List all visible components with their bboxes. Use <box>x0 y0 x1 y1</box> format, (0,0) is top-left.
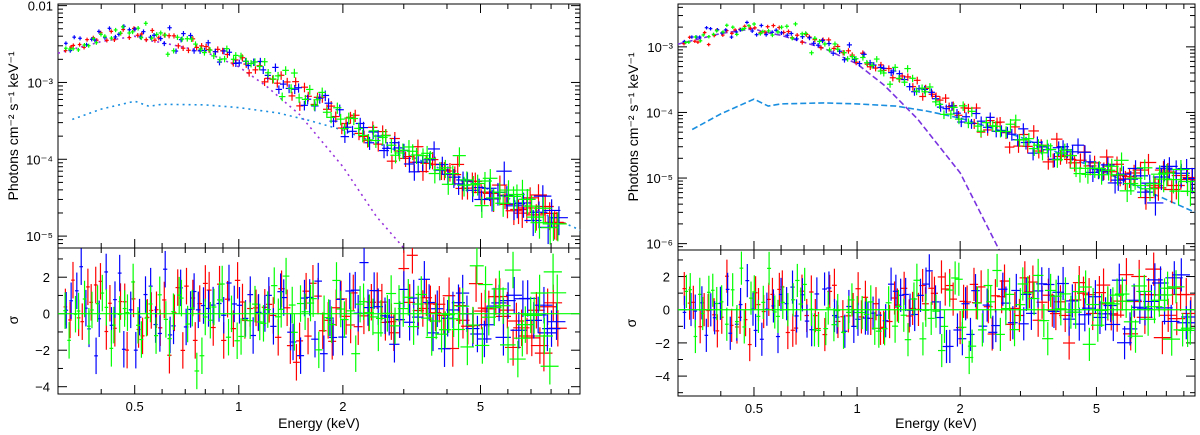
y-tick-label: 10⁻⁴ <box>26 152 53 167</box>
right-spectrum-axes: 10⁻³ 10⁻⁴ 10⁻⁵ 10⁻⁶ <box>646 4 1195 252</box>
left-xlabel: Energy (keV) <box>278 415 360 431</box>
x-tick-label: 5 <box>1093 401 1100 416</box>
right-spectrum-models <box>677 27 1196 251</box>
x-tick-label: 0.5 <box>745 401 763 416</box>
y-tick-label: 0.01 <box>28 0 53 14</box>
left-spectrum-ylabel: Photons cm⁻² s⁻¹ keV⁻¹ <box>5 51 21 200</box>
left-residual-panel: 0.5 1 2 5 2 0 −2 −4 σ Energy (keV) <box>5 247 581 431</box>
left-residual-ylabel: σ <box>5 315 21 324</box>
x-tick-label: 1 <box>853 401 860 416</box>
left-residual-frame <box>57 247 581 395</box>
y-tick-label: 10⁻⁶ <box>646 237 673 252</box>
right-spectrum-ylabel: Photons cm⁻² s⁻¹ keV⁻¹ <box>625 52 641 201</box>
right-spectrum-data <box>682 20 1195 216</box>
x-tick-label: 0.5 <box>126 399 144 414</box>
left-spectrum-frame <box>57 3 581 249</box>
left-spectrum-models <box>57 35 581 249</box>
y-tick-label: 10⁻⁵ <box>26 229 53 244</box>
y-tick-label: 10⁻⁴ <box>646 105 673 120</box>
x-tick-label: 2 <box>339 399 346 414</box>
y-tick-label: −4 <box>35 380 50 395</box>
x-tick-label: 2 <box>957 401 964 416</box>
y-tick-label: 0 <box>663 303 670 318</box>
left-residual-data <box>58 248 580 390</box>
right-residual-axes: 0.5 1 2 5 2 0 −2 −4 <box>655 250 1195 416</box>
right-residual-ylabel: σ <box>623 318 639 327</box>
right-spectrum-frame <box>677 3 1196 251</box>
model-component-0 <box>57 35 405 249</box>
y-tick-label: 2 <box>663 270 670 285</box>
y-tick-label: 10⁻³ <box>647 40 673 55</box>
left-residual-axes: 0.5 1 2 5 2 0 −2 −4 <box>35 248 580 414</box>
left-spectrum-data <box>63 21 568 245</box>
left-spectrum-panel: 0.01 10⁻³ 10⁻⁴ 10⁻⁵ Photons cm⁻² s⁻¹ keV⁻¹ <box>5 0 581 249</box>
y-tick-label: 2 <box>43 270 50 285</box>
right-spectrum-panel: 10⁻³ 10⁻⁴ 10⁻⁵ 10⁻⁶ Photons cm⁻² s⁻¹ keV⁻¹ <box>625 3 1196 252</box>
right-residual-data <box>678 251 1195 375</box>
y-tick-label: 10⁻⁵ <box>646 171 673 186</box>
right-xlabel: Energy (keV) <box>895 415 977 431</box>
y-tick-label: −2 <box>655 336 670 351</box>
model-component-0 <box>677 27 1000 251</box>
left-spectrum-axes: 0.01 10⁻³ 10⁻⁴ 10⁻⁵ <box>26 0 580 249</box>
y-tick-label: −2 <box>35 343 50 358</box>
y-tick-label: −4 <box>655 369 670 384</box>
x-tick-label: 5 <box>477 399 484 414</box>
x-tick-label: 1 <box>235 399 242 414</box>
right-residual-panel: 0.5 1 2 5 2 0 −2 −4 σ Energy (keV) <box>623 249 1196 431</box>
y-tick-label: 10⁻³ <box>27 75 53 90</box>
model-component-1 <box>691 98 1196 214</box>
y-tick-label: 0 <box>43 307 50 322</box>
